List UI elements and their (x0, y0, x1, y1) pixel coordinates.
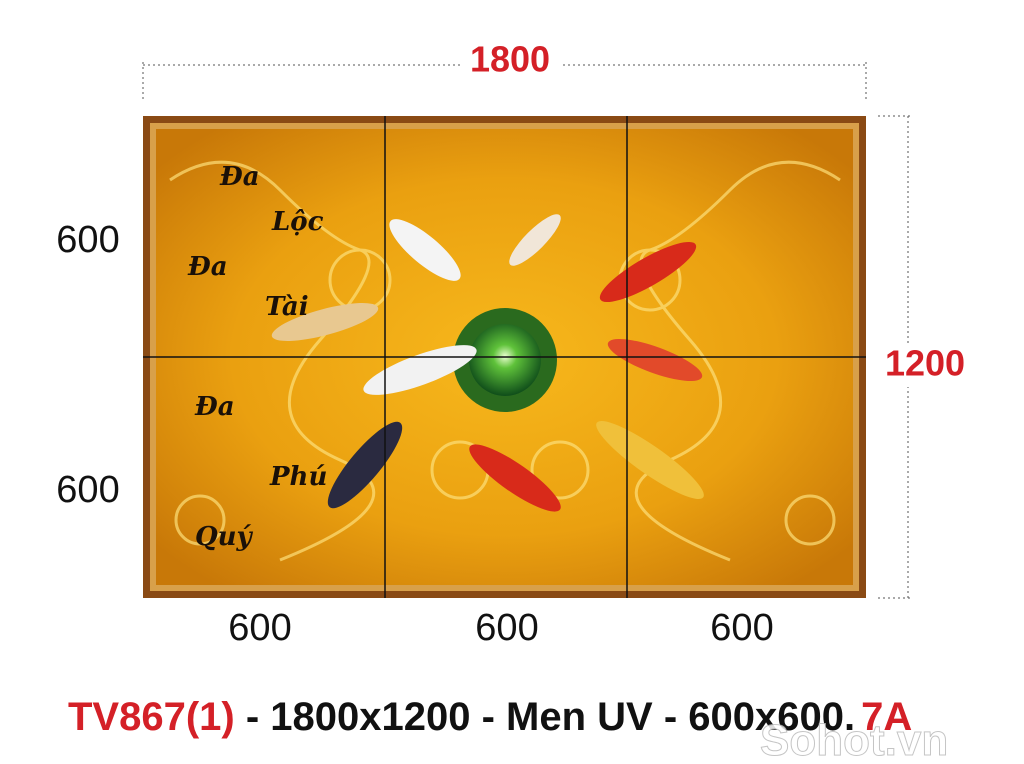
width-label: 1800 (470, 39, 550, 80)
calligraphy: Phú (269, 462, 327, 492)
caption: TV867(1) - 1800x1200 - Men UV - 600x600.… (68, 695, 912, 739)
watermark: Sohot.vn (760, 716, 948, 764)
row-label: 600 (56, 219, 119, 261)
product-code: TV867(1) (68, 695, 235, 739)
label-bg (876, 345, 976, 387)
label-bg (460, 45, 560, 85)
row-label: 600 (56, 469, 119, 511)
height-label: 1200 (885, 343, 965, 384)
calligraphy: Lộc (271, 207, 324, 237)
calligraphy: Đa (187, 252, 228, 282)
column-label: 600 (475, 607, 538, 649)
calligraphy: Đa (194, 392, 235, 422)
product-details: - 1800x1200 - Men UV - 600x600. (235, 695, 855, 739)
column-label: 600 (228, 607, 291, 649)
calligraphy: Quý (195, 522, 254, 552)
jade-ball (469, 324, 541, 396)
calligraphy: Đa (219, 162, 260, 192)
koi-fish (271, 214, 704, 512)
calligraphy: Tài (265, 292, 309, 322)
tile-grid (143, 116, 866, 598)
product-suffix: 7A (861, 695, 912, 739)
column-label: 600 (710, 607, 773, 649)
